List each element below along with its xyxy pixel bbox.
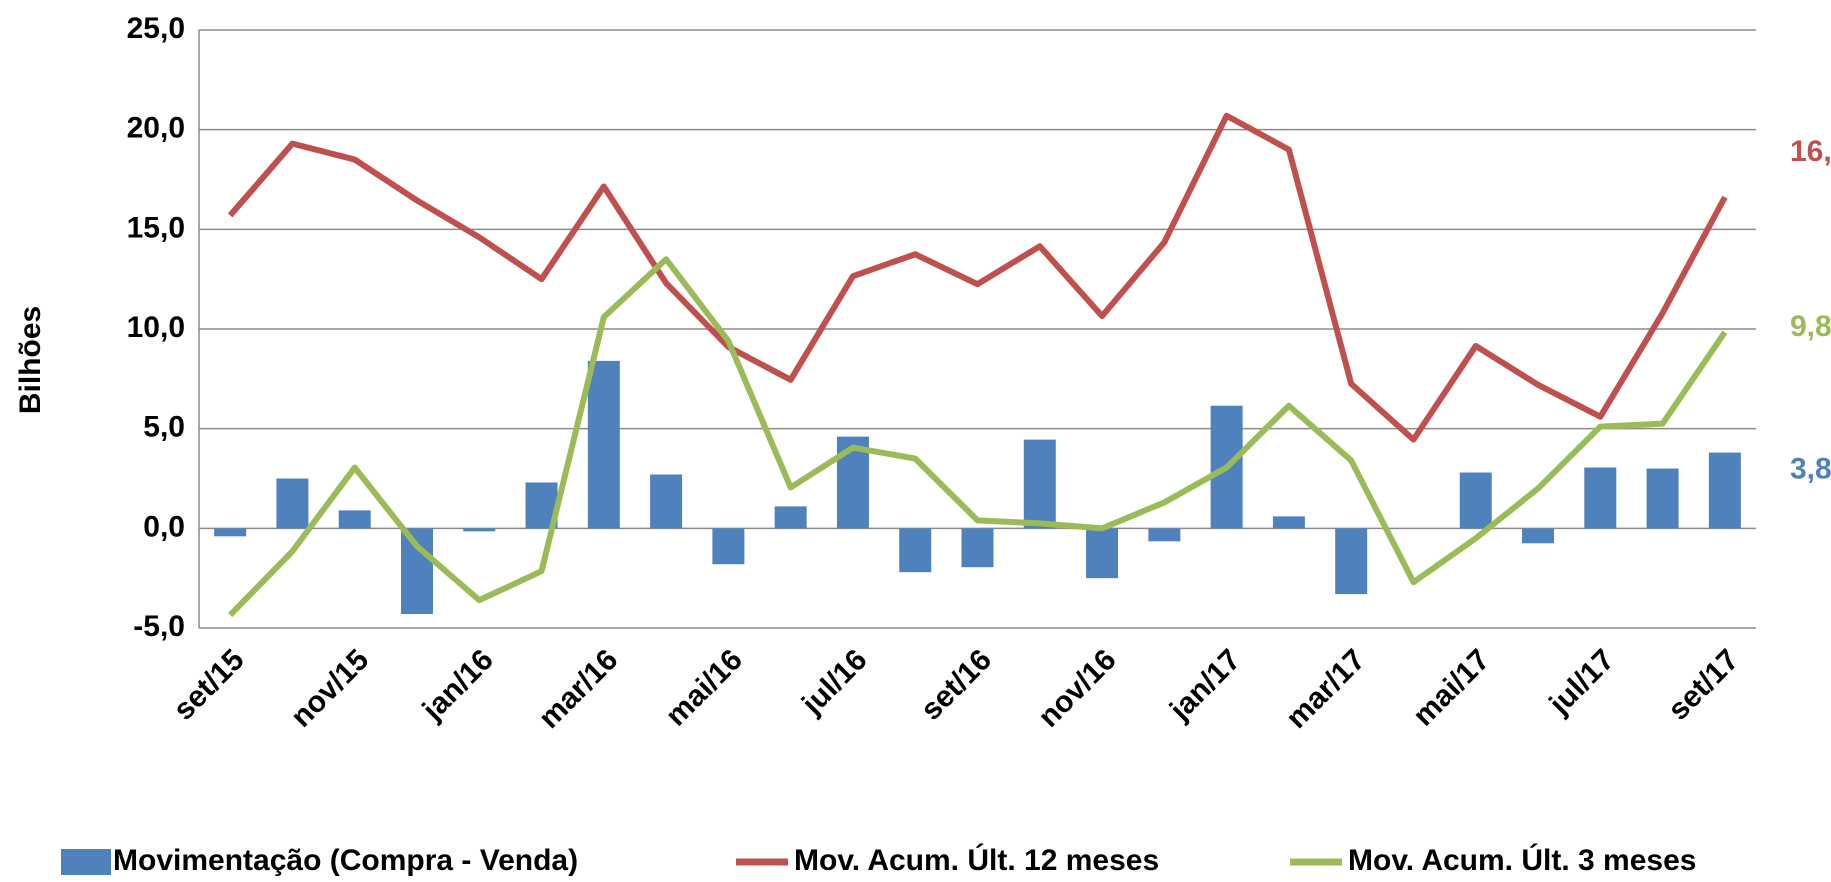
x-tick-label: set/17 bbox=[1662, 643, 1745, 726]
y-tick-label: 5,0 bbox=[143, 411, 185, 444]
legend-label: Movimentação (Compra - Venda) bbox=[113, 844, 578, 877]
bar bbox=[1272, 516, 1305, 529]
bar bbox=[400, 528, 433, 615]
line bbox=[227, 112, 1728, 443]
bar bbox=[276, 478, 309, 529]
bar bbox=[1522, 528, 1555, 544]
y-axis-label: Bilhões bbox=[14, 306, 47, 414]
y-tick-label: 20,0 bbox=[127, 112, 185, 145]
bar bbox=[214, 528, 247, 537]
data-label: 16,61 bbox=[1790, 135, 1831, 168]
x-tick-label: mar/17 bbox=[1280, 643, 1372, 735]
y-tick-label: 0,0 bbox=[143, 510, 185, 543]
data-label: 9,84 bbox=[1790, 310, 1831, 343]
y-tick-label: -5,0 bbox=[133, 610, 185, 643]
bar bbox=[587, 360, 620, 529]
x-tick-label: mar/16 bbox=[533, 643, 625, 735]
bar bbox=[1459, 472, 1492, 529]
y-tick-label: 15,0 bbox=[127, 211, 185, 244]
x-tick-label: jan/17 bbox=[1163, 643, 1247, 727]
bar bbox=[1148, 528, 1181, 542]
x-tick-label: mai/16 bbox=[660, 643, 749, 732]
x-tick-label: set/15 bbox=[167, 643, 250, 726]
bar bbox=[338, 510, 371, 529]
data-label: 3,80 bbox=[1790, 453, 1831, 486]
bar bbox=[1708, 452, 1741, 529]
bar bbox=[1023, 439, 1056, 529]
bar bbox=[712, 528, 745, 565]
bar bbox=[1646, 468, 1679, 529]
x-tick-label: jul/16 bbox=[795, 643, 873, 721]
legend-label: Mov. Acum. Últ. 12 meses bbox=[794, 843, 1159, 877]
y-tick-label: 25,0 bbox=[127, 12, 185, 45]
bar bbox=[899, 528, 932, 573]
x-tick-label: mai/17 bbox=[1407, 643, 1496, 732]
bar bbox=[650, 474, 683, 529]
x-tick-label: nov/15 bbox=[285, 643, 376, 734]
bar bbox=[1086, 528, 1119, 579]
bar bbox=[1584, 467, 1617, 529]
bar bbox=[774, 506, 807, 529]
bar bbox=[463, 528, 496, 532]
x-tick-label: set/16 bbox=[915, 643, 998, 726]
x-tick-label: nov/16 bbox=[1032, 643, 1123, 734]
bar bbox=[1335, 528, 1368, 595]
y-tick-label: 10,0 bbox=[127, 311, 185, 344]
x-tick-label: jul/17 bbox=[1543, 643, 1621, 721]
legend-label: Mov. Acum. Últ. 3 meses bbox=[1348, 843, 1696, 877]
bar bbox=[961, 528, 994, 568]
x-tick-label: jan/16 bbox=[416, 643, 500, 727]
legend-swatch bbox=[61, 849, 111, 875]
line bbox=[227, 256, 1728, 618]
